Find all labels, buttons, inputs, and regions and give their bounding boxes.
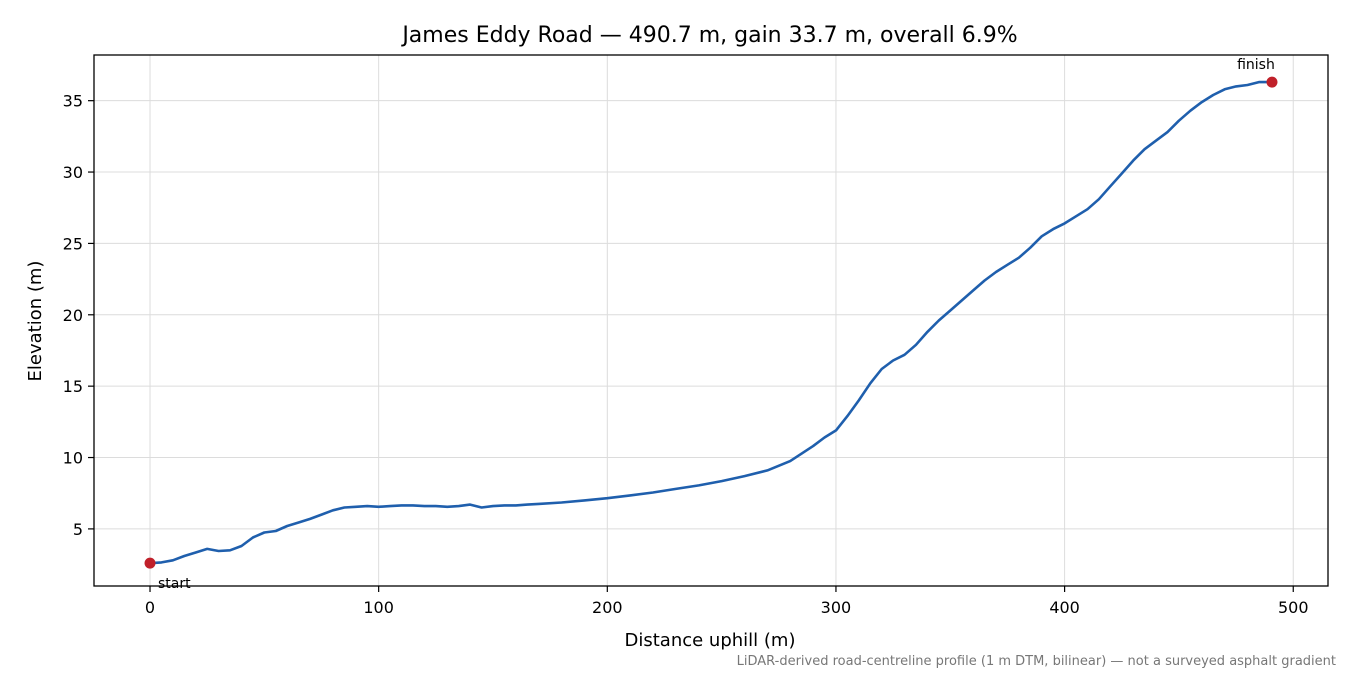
chart-title: James Eddy Road — 490.7 m, gain 33.7 m, …: [400, 23, 1017, 48]
x-tick-label: 200: [592, 598, 623, 617]
y-tick-label: 35: [63, 92, 83, 111]
axis-ticks: 0 100 200 300 400 500 5 10 15 20 25 30 35: [63, 92, 1309, 617]
y-tick-label: 10: [63, 449, 83, 468]
y-tick-label: 5: [73, 520, 83, 539]
footnote: LiDAR-derived road-centreline profile (1…: [737, 654, 1336, 669]
elevation-line: [148, 80, 1274, 565]
grid: [94, 55, 1328, 586]
start-marker: [144, 557, 156, 569]
y-axis-label: Elevation (m): [25, 261, 46, 382]
y-tick-label: 30: [63, 163, 83, 182]
series-layer: [148, 80, 1274, 565]
finish-marker: [1266, 76, 1278, 88]
x-tick-label: 500: [1278, 598, 1309, 617]
x-axis-label: Distance uphill (m): [625, 630, 796, 651]
x-tick-label: 100: [363, 598, 394, 617]
y-tick-label: 15: [63, 377, 83, 396]
plot-frame: [93, 54, 1329, 587]
y-tick-label: 25: [63, 234, 83, 253]
y-tick-label: 20: [63, 306, 83, 325]
x-tick-label: 0: [145, 598, 155, 617]
finish-label: finish: [1237, 57, 1275, 73]
marker-layer: start finish: [144, 57, 1278, 592]
x-tick-label: 400: [1049, 598, 1080, 617]
start-label: start: [158, 576, 191, 592]
x-tick-label: 300: [821, 598, 852, 617]
